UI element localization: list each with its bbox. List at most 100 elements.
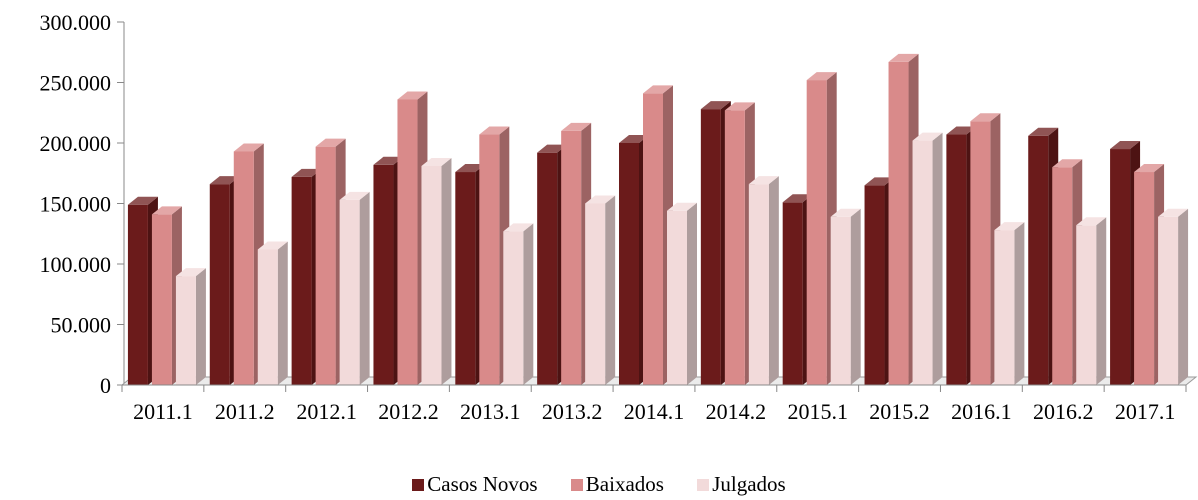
x-tick-label: 2015.1	[787, 399, 848, 424]
bar-front	[946, 134, 967, 385]
y-tick-label: 300.000	[40, 10, 112, 35]
x-tick-label: 2013.2	[542, 399, 603, 424]
bar-top	[127, 196, 158, 205]
y-tick-label: 0	[100, 373, 111, 398]
bar-side	[359, 191, 370, 385]
bar-front	[864, 185, 885, 385]
bar-top	[748, 176, 779, 185]
x-tick-label: 2012.2	[378, 399, 439, 424]
bar-top	[291, 168, 322, 177]
bar-top	[864, 177, 895, 186]
bar-top	[503, 223, 534, 232]
bar-front	[1052, 167, 1073, 385]
legend-label-julgados: Julgados	[712, 471, 786, 496]
bar-front	[724, 110, 745, 385]
bar-top	[912, 132, 943, 141]
legend-swatch-casos-novos	[412, 478, 425, 491]
legend-item-casos-novos: Casos Novos	[412, 472, 538, 497]
bar-top	[373, 156, 404, 165]
bar-julgados-2014.1	[667, 202, 697, 385]
x-tick-label: 2013.1	[460, 399, 521, 424]
x-tick-label: 2014.1	[624, 399, 685, 424]
bar-front	[397, 99, 418, 385]
bar-side	[277, 241, 288, 385]
bar-front	[782, 202, 803, 385]
bar-side	[768, 176, 779, 385]
bar-series	[127, 53, 1189, 386]
bar-front	[970, 121, 991, 385]
bar-julgados-2016.2	[1076, 217, 1107, 385]
bar-top	[1076, 217, 1107, 226]
bar-top	[643, 85, 673, 94]
bar-top	[724, 102, 755, 111]
bar-side	[687, 202, 697, 385]
bar-front	[830, 216, 851, 385]
bar-top	[1028, 127, 1059, 136]
bar-top	[257, 241, 288, 250]
x-tick-label: 2016.1	[951, 399, 1012, 424]
bar-top	[455, 164, 486, 173]
legend-item-julgados: Julgados	[697, 472, 786, 497]
bar-front	[175, 276, 196, 385]
x-tick-label: 2012.1	[296, 399, 357, 424]
legend-swatch-julgados	[697, 478, 710, 491]
bar-top	[888, 53, 919, 62]
bar-side	[195, 268, 206, 385]
bar-front	[455, 172, 476, 385]
bar-top	[830, 208, 861, 217]
y-tick-label: 200.000	[40, 131, 112, 156]
bar-julgados-2017.1	[1158, 208, 1189, 385]
bar-top	[946, 126, 977, 135]
y-tick-label: 50.000	[51, 313, 112, 338]
bar-side	[605, 195, 616, 385]
bar-julgados-2016.1	[994, 222, 1025, 385]
bar-top	[315, 138, 346, 147]
bar-side	[850, 208, 861, 385]
bar-side	[1096, 217, 1107, 385]
bar-front	[1158, 216, 1179, 385]
y-axis: 0 50.000 100.000 150.000 200.000 250.000 300.0…	[40, 10, 125, 398]
y-tick-label: 100.000	[40, 252, 112, 277]
bar-julgados-2011.2	[257, 241, 288, 385]
legend-item-baixados: Baixados	[570, 472, 664, 497]
bar-top	[994, 222, 1025, 231]
bar-front	[151, 214, 172, 385]
bar-top	[1110, 141, 1141, 150]
bar-front	[421, 165, 442, 385]
bar-top	[1134, 164, 1165, 173]
bar-top	[561, 122, 592, 131]
bar-front	[233, 151, 254, 385]
bar-top	[1052, 159, 1083, 168]
bar-top	[537, 144, 568, 153]
bar-front	[209, 184, 230, 385]
bar-side	[1014, 222, 1025, 385]
x-tick-label: 2016.2	[1033, 399, 1094, 424]
bar-top	[233, 143, 264, 152]
x-tick-label: 2011.1	[133, 399, 193, 424]
bar-julgados-2013.2	[585, 195, 616, 385]
bar-front	[537, 152, 558, 385]
bar-front	[643, 93, 663, 385]
x-tick-label: 2017.1	[1115, 399, 1176, 424]
bar-top	[397, 91, 428, 100]
bar-top	[782, 194, 813, 203]
bar-front	[888, 61, 909, 386]
bar-julgados-2015.2	[912, 132, 943, 385]
bar-top	[421, 157, 452, 166]
y-tick-label: 250.000	[40, 71, 112, 96]
bar-julgados-2011.1	[175, 268, 206, 385]
bar-top	[1158, 208, 1189, 217]
x-tick-label: 2011.2	[215, 399, 275, 424]
bar-top	[209, 176, 240, 185]
bar-top	[339, 191, 370, 200]
x-tick-label: 2015.2	[869, 399, 930, 424]
bar-top	[806, 72, 837, 81]
bar-front	[127, 204, 148, 385]
x-tick-label: 2014.2	[706, 399, 767, 424]
bar-front	[700, 109, 721, 386]
bar-side	[523, 223, 534, 385]
y-tick-label: 150.000	[40, 192, 112, 217]
bar-top	[667, 202, 697, 211]
bar-front	[373, 164, 394, 385]
